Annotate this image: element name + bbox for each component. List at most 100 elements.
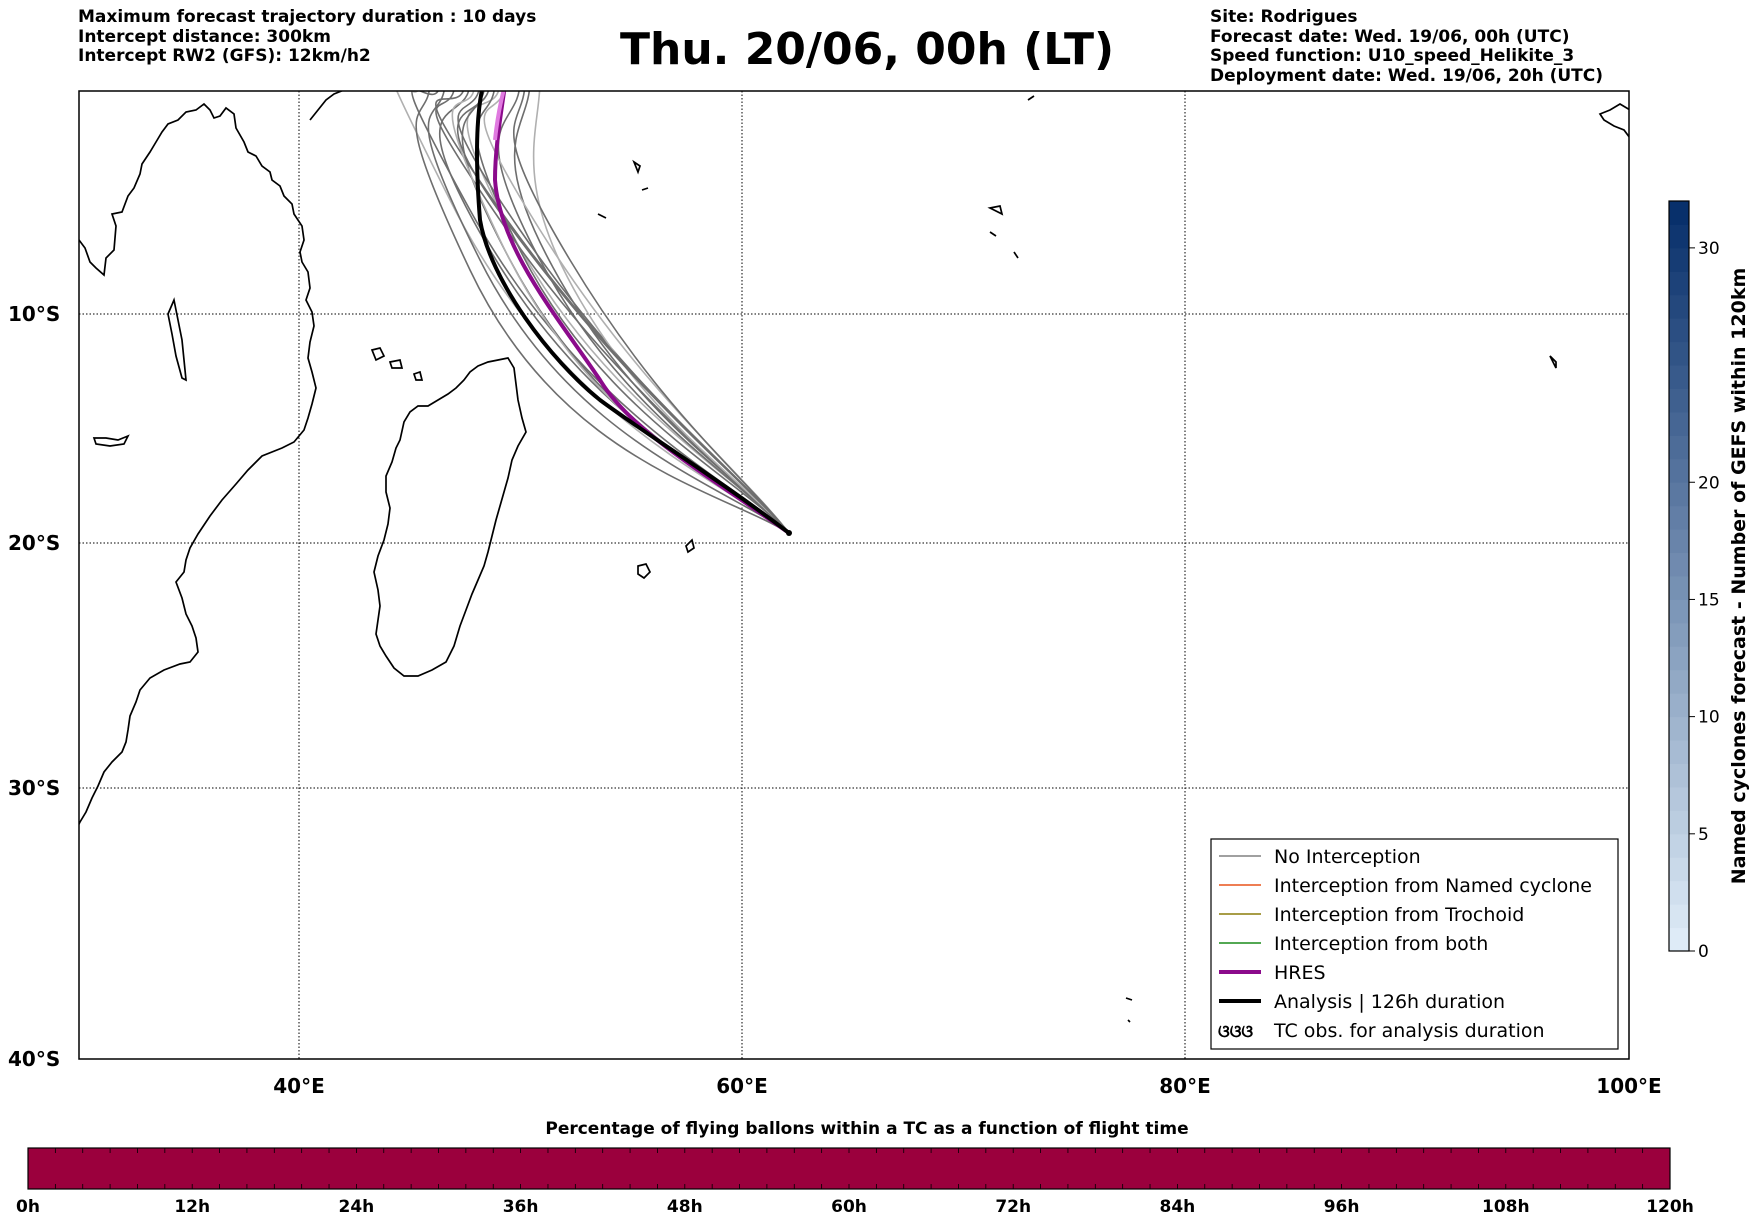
map-axis-labels: 10°S 20°S 30°S 40°S 40°E 60°E 80°E 100°E [8,302,1662,1098]
lon-label-60e: 60°E [716,1074,768,1098]
right-colorbar-segment [1669,294,1689,319]
right-colorbar-tick-label: 5 [1698,825,1709,845]
right-colorbar-segment [1669,880,1689,905]
ensemble-trajectory [395,91,790,534]
ensemble-trajectory [513,91,790,534]
legend-box [1210,838,1619,1050]
right-colorbar-tick-label: 30 [1698,239,1720,259]
right-colorbar-segment [1669,646,1689,671]
right-colorbar-segment [1669,201,1689,225]
right-colorbar-segment [1669,622,1689,647]
zanzibar-island [167,297,187,382]
right-colorbar-ticks: 0 5 10 15 20 30 [1689,239,1720,962]
right-colorbar-segment [1669,740,1689,764]
right-colorbar-tick-label: 20 [1698,473,1720,493]
right-colorbar-segment [1669,927,1689,952]
forecast-date-text: Forecast date: Wed. 19/06, 00h (UTC) [1210,26,1570,47]
legend-label-tc-obs: TC obs. for analysis duration [1273,1020,1545,1042]
pemba-island [92,434,130,447]
right-colorbar-segment [1669,341,1689,366]
mauritius-island [637,563,652,580]
right-colorbar-segment [1669,576,1689,600]
southern-islets [1125,997,1133,1023]
africa-east-coast [79,102,317,826]
coastlines [79,91,1629,1023]
map-frame [78,90,1630,1060]
right-colorbar-gradient [1669,201,1689,952]
legend-label-named-cyclone: Interception from Named cyclone [1274,875,1592,897]
ensemble-trajectory [483,91,790,534]
right-colorbar-segment [1669,693,1689,718]
legend-label-hres: HRES [1274,962,1326,984]
ensemble-trajectory [456,91,790,534]
right-colorbar-segment [1669,810,1689,835]
deployment-site-marker [786,530,792,536]
right-colorbar-segment [1669,599,1689,624]
lon-label-40e: 40°E [273,1074,325,1098]
ensemble-trajectory [435,91,790,534]
lat-label-40s: 40°S [8,1047,60,1071]
bottom-colorbar-tick-label: 96h [1324,1197,1360,1217]
bottom-colorbar-tick-label: 120h [1646,1197,1694,1217]
mascarene-islets [597,95,1557,369]
bottom-colorbar-ticks: 0h 12h 24h 36h 48h 60h 72h 84h 96h 108h 120h [16,1197,1694,1217]
right-colorbar-segment [1669,669,1689,694]
legend: No Interception Interception from Named … [1210,838,1619,1050]
legend-label-trochoid: Interception from Trochoid [1274,904,1524,926]
trajectory-layer [395,91,792,536]
hres-trajectory-tail [493,91,506,141]
ensemble-trajectory [475,91,790,534]
bottom-colorbar-tick-label: 36h [503,1197,539,1217]
africa-north-coast [309,91,344,121]
right-colorbar-segment [1669,318,1689,343]
bottom-colorbar-title: Percentage of flying ballons within a TC… [545,1119,1188,1139]
right-colorbar-segment [1669,435,1689,460]
bottom-colorbar-minor-ticks [54,1148,1644,1189]
site-text: Site: Rodrigues [1210,7,1358,27]
right-colorbar-segment [1669,552,1689,577]
bottom-colorbar-tick-label: 108h [1482,1197,1530,1217]
right-colorbar: 0 5 10 15 20 30 Named cyclones forecast - Num… [1668,200,1750,962]
bottom-colorbar-bar [27,1147,1671,1190]
lat-label-20s: 20°S [8,531,60,555]
indonesia-coast [1598,103,1629,139]
right-colorbar-frame [1668,200,1690,952]
legend-label-analysis: Analysis | 126h duration [1274,991,1505,1013]
deployment-date-text: Deployment date: Wed. 19/06, 20h (UTC) [1210,65,1604,86]
analysis-trajectory [474,91,791,535]
right-colorbar-segment [1669,857,1689,882]
lon-label-80e: 80°E [1159,1074,1211,1098]
lat-label-30s: 30°S [8,776,60,800]
right-colorbar-tick-label: 10 [1698,708,1720,728]
legend-swatch-tc-obs-icon: ଓଓଓ [1218,1022,1253,1042]
bottom-colorbar-tick-label: 60h [831,1197,867,1217]
right-colorbar-segment [1669,411,1689,436]
right-colorbar-segment [1669,271,1689,296]
ensemble-trajectory [438,91,790,534]
right-colorbar-segment [1669,388,1689,413]
bottom-colorbar-tick-label: 0h [16,1197,40,1217]
right-colorbar-segment [1669,224,1689,249]
map-gridlines [79,91,1629,1059]
forecast-settings: Maximum forecast trajectory duration : 1… [78,7,537,67]
bottom-colorbar-tick-label: 12h [174,1197,210,1217]
intercept-rw2-text: Intercept RW2 (GFS): 12km/h2 [78,46,371,66]
ensemble-trajectory [451,91,790,534]
right-colorbar-segment [1669,716,1689,741]
intercept-distance-text: Intercept distance: 300km [78,26,331,47]
plot-title: Thu. 20/06, 00h (LT) [620,24,1115,75]
right-colorbar-segment [1669,763,1689,788]
max-duration-text: Maximum forecast trajectory duration : 1… [78,7,537,27]
ensemble-trajectory [427,91,790,534]
ensemble-trajectory [415,91,790,534]
madagascar-coast [373,357,527,677]
right-colorbar-tick-label: 0 [1698,942,1709,962]
site-info: Site: Rodrigues Forecast date: Wed. 19/0… [1210,7,1604,86]
right-colorbar-tick-label: 15 [1698,590,1720,610]
right-colorbar-segment [1669,482,1689,507]
lon-label-100e: 100°E [1596,1074,1661,1098]
reunion-island [685,538,695,554]
right-colorbar-segment [1669,529,1689,554]
legend-label-both: Interception from both [1274,933,1488,955]
bottom-colorbar-tick-label: 84h [1160,1197,1196,1217]
